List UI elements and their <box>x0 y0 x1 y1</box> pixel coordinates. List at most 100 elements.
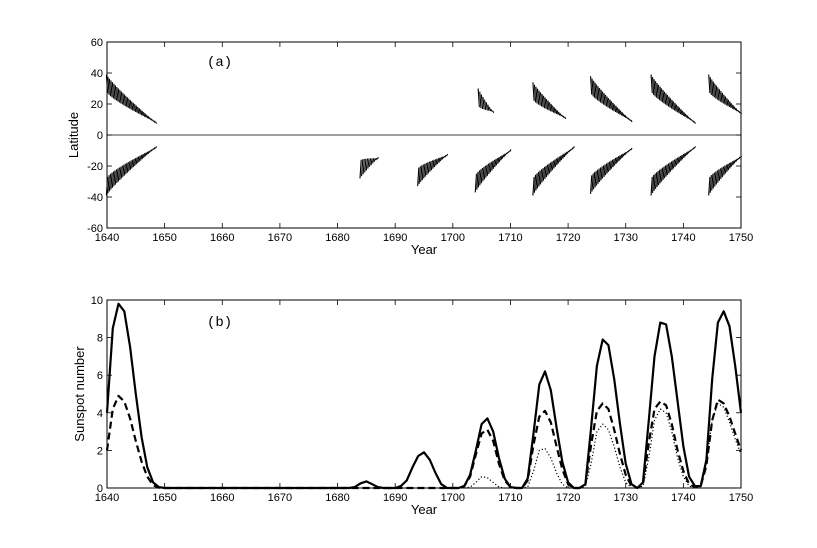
latitude-mark <box>565 151 568 156</box>
latitude-mark <box>660 88 664 103</box>
latitude-mark <box>131 159 134 169</box>
latitude-mark <box>687 116 691 120</box>
latitude-mark <box>490 109 493 112</box>
sunspot-x-tick-label: 1700 <box>441 492 465 504</box>
latitude-mark <box>730 161 734 167</box>
latitude-mark <box>732 104 735 110</box>
sunspot-x-tick-label: 1650 <box>152 492 176 504</box>
latitude-mark <box>692 120 695 123</box>
latitude-mark <box>110 172 113 190</box>
latitude-mark <box>491 160 494 171</box>
latitude-mark <box>653 173 656 191</box>
latitude-mark <box>607 161 611 172</box>
latitude-y-tick-label: 60 <box>91 37 103 49</box>
latitude-mark <box>680 154 683 161</box>
latitude-mark <box>556 110 559 115</box>
latitude-mark <box>364 158 367 173</box>
latitude-mark <box>120 165 123 179</box>
latitude-mark <box>154 121 158 124</box>
latitude-mark <box>417 167 420 187</box>
latitude-mark <box>444 154 447 158</box>
latitude-mark <box>683 112 686 117</box>
latitude-mark <box>708 176 711 196</box>
latitude-mark <box>153 120 156 123</box>
latitude-mark <box>375 157 378 161</box>
latitude-mark <box>370 158 373 166</box>
latitude-mark <box>607 98 611 109</box>
latitude-mark <box>628 118 632 122</box>
sunspot-panel: 1640 1650 1660 1670 1680 1690 1700 1710 1720 1730… <box>72 295 753 517</box>
latitude-x-tick-label: 1690 <box>383 232 407 244</box>
latitude-mark <box>662 166 665 180</box>
latitude-mark <box>709 77 712 95</box>
latitude-mark <box>689 117 692 121</box>
latitude-mark <box>147 150 150 155</box>
latitude-mark <box>536 171 540 189</box>
sunspot-x-tick-label: 1750 <box>729 492 753 504</box>
latitude-mark <box>622 152 626 157</box>
latitude-y-tick-label: 0 <box>97 130 103 142</box>
latitude-mark <box>536 88 540 105</box>
latitude-mark <box>426 162 429 176</box>
latitude-mark <box>561 114 564 118</box>
latitude-mark <box>686 151 689 155</box>
latitude-mark <box>501 154 505 159</box>
latitude-mark <box>137 106 140 114</box>
latitude-mark <box>592 172 596 190</box>
latitude-mark <box>613 104 617 113</box>
latitude-x-tick-label: 1720 <box>556 232 580 244</box>
latitude-mark <box>721 92 725 104</box>
latitude-mark <box>674 102 677 112</box>
latitude-mark <box>107 175 110 194</box>
latitude-mark <box>432 159 435 169</box>
latitude-panel: 1640 1650 1660 1670 1680 1690 1700 1710 1720 1730… <box>66 37 753 257</box>
latitude-mark <box>721 166 725 178</box>
latitude-mark <box>500 155 503 161</box>
latitude-mark <box>533 84 537 103</box>
latitude-mark <box>592 80 596 98</box>
latitude-mark <box>622 113 626 118</box>
latitude-mark <box>507 150 511 153</box>
latitude-mark <box>427 161 431 174</box>
latitude-mark <box>113 170 116 187</box>
latitude-mark <box>376 157 379 160</box>
latitude-mark <box>558 111 561 116</box>
latitude-mark <box>625 151 629 154</box>
latitude-mark <box>727 99 731 108</box>
latitude-axis-title: Latitude <box>66 112 81 158</box>
latitude-mark <box>430 160 434 171</box>
latitude-mark <box>365 158 369 171</box>
latitude-mark <box>483 165 487 180</box>
latitude-mark <box>439 156 443 162</box>
latitude-mark <box>736 109 740 113</box>
latitude-mark <box>539 169 543 185</box>
latitude-mark <box>709 175 712 193</box>
latitude-mark <box>630 119 633 123</box>
latitude-mark <box>610 101 614 111</box>
latitude-mark <box>729 162 732 169</box>
sunspot-axis-ticks: 1640 1650 1660 1670 1680 1690 1700 1710 1720 1730… <box>91 295 753 504</box>
latitude-mark <box>559 113 562 117</box>
latitude-mark <box>556 157 559 166</box>
latitude-mark <box>551 160 555 171</box>
latitude-mark <box>684 152 688 157</box>
latitude-mark <box>424 162 427 177</box>
latitude-mark <box>693 146 696 149</box>
latitude-mark <box>367 158 370 169</box>
latitude-mark <box>723 94 726 105</box>
latitude-mark <box>660 167 664 182</box>
latitude-mark <box>435 158 438 166</box>
latitude-mark <box>119 89 122 104</box>
panel-b-label: (b) <box>207 315 232 331</box>
latitude-mark <box>619 110 623 116</box>
latitude-mark <box>735 108 738 112</box>
butterfly-wing-south <box>532 146 575 196</box>
latitude-mark <box>654 172 658 189</box>
latitude-mark <box>111 171 115 188</box>
latitude-mark <box>598 167 602 182</box>
latitude-mark <box>663 165 667 179</box>
latitude-mark <box>361 159 364 177</box>
sunspot-y-tick-label: 10 <box>91 295 103 307</box>
latitude-mark <box>689 149 692 153</box>
latitude-mark <box>551 105 555 113</box>
